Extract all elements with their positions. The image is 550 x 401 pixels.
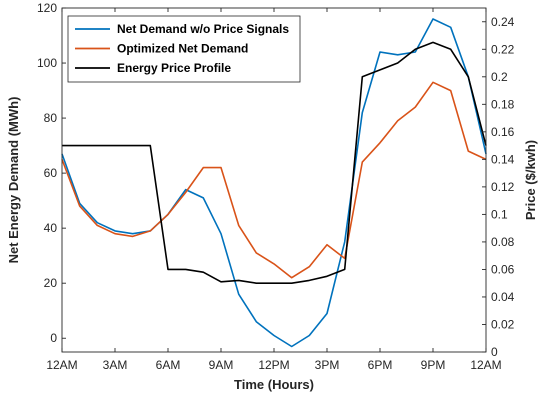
y-right-tick-label: 0.18 <box>491 97 515 111</box>
y-right-tick-label: 0.04 <box>491 290 515 304</box>
legend-entry-label: Energy Price Profile <box>117 61 231 75</box>
y-right-tick-label: 0.06 <box>491 262 515 276</box>
ticks-group: 12AM 3AM 6AM 9AM 12PM 3PM 6PM 9PM 12AM0204060801… <box>37 1 515 372</box>
y-right-tick-label: 0 <box>491 345 498 359</box>
x-tick-label: 6PM <box>368 358 393 372</box>
y-left-tick-label: 100 <box>37 56 57 70</box>
legend: Net Demand w/o Price Signals Optimized Ne… <box>67 15 301 83</box>
y-left-tick-label: 40 <box>44 221 58 235</box>
y-right-tick-label: 0.24 <box>491 15 515 29</box>
x-tick-label: 9AM <box>209 358 234 372</box>
legend-entry-label: Net Demand w/o Price Signals <box>117 22 289 36</box>
y-right-tick-label: 0.12 <box>491 180 515 194</box>
y-right-tick-label: 0.1 <box>491 207 508 221</box>
x-tick-label: 12PM <box>258 358 289 372</box>
y-right-tick-label: 0.14 <box>491 152 515 166</box>
y-right-tick-label: 0.08 <box>491 235 515 249</box>
x-tick-label: 6AM <box>156 358 181 372</box>
series-group <box>61 18 487 348</box>
y-left-tick-label: 80 <box>44 111 58 125</box>
y-right-tick-label: 0.16 <box>491 125 515 139</box>
y-left-tick-label: 20 <box>44 276 58 290</box>
x-tick-label: 12AM <box>46 358 77 372</box>
series-line-1 <box>61 18 487 348</box>
y-right-tick-label: 0.02 <box>491 317 515 331</box>
y-right-tick-label: 0.2 <box>491 70 508 84</box>
x-tick-label: 12AM <box>470 358 501 372</box>
x-axis-label: Time (Hours) <box>234 377 314 392</box>
y-axis-left-label: Net Energy Demand (MWh) <box>6 97 21 264</box>
x-tick-label: 9PM <box>421 358 446 372</box>
y-right-tick-label: 0.22 <box>491 42 515 56</box>
series-line-2 <box>61 81 487 279</box>
y-axis-right-label: Price ($/kwh) <box>523 140 538 220</box>
y-left-tick-label: 120 <box>37 1 57 15</box>
x-tick-label: 3PM <box>315 358 340 372</box>
series-line-3 <box>62 41 487 285</box>
y-left-tick-label: 0 <box>50 331 57 345</box>
y-left-tick-label: 60 <box>44 166 58 180</box>
legend-entry-label: Optimized Net Demand <box>117 42 248 56</box>
x-tick-label: 3AM <box>103 358 128 372</box>
